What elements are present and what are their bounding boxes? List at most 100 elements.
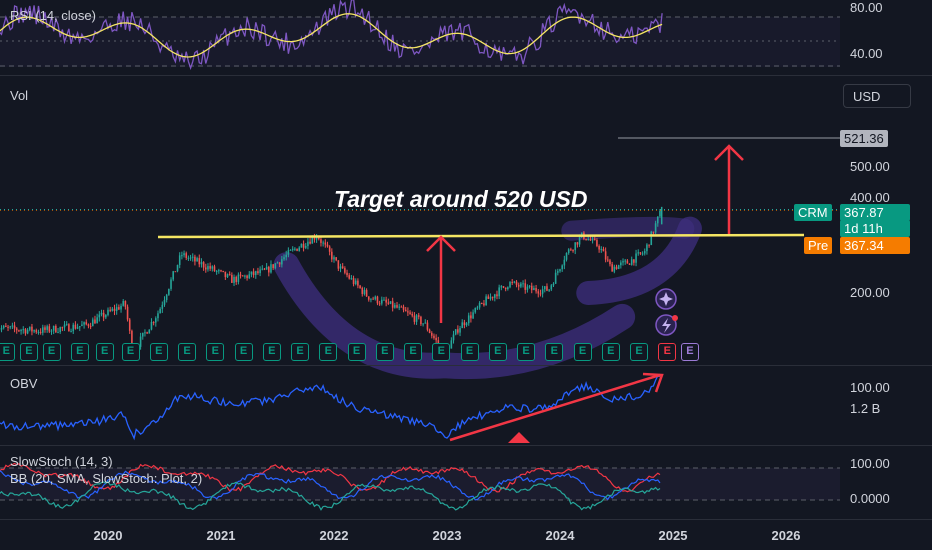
volume-legend[interactable]: Vol [10,88,29,103]
earnings-e-icon[interactable]: E [262,343,281,361]
candle-body [311,236,314,244]
earnings-e-icon[interactable]: E [680,343,699,361]
candle-body [109,309,111,311]
stoch-legend[interactable]: SlowStoch (14, 3) [10,454,113,469]
earnings-e-icon[interactable]: E [206,343,225,361]
candle-body [450,340,453,349]
currency-button[interactable]: USD [843,84,911,108]
candle-body [435,337,437,341]
earnings-e-icon[interactable]: E [19,343,38,361]
candle-body [596,240,598,247]
candle-body [96,317,98,324]
earnings-e-icon[interactable]: E [291,343,310,361]
candle-body [285,254,287,258]
candle-body [317,237,320,240]
candle-body [26,329,29,334]
sparkle-icon-shape [659,292,673,306]
candle-body [459,328,461,333]
candle-body [226,274,229,278]
candle-body [44,327,46,330]
candle-body [567,249,570,253]
earnings-e-icon[interactable]: E [375,343,394,361]
pane-separator[interactable] [0,445,932,446]
earnings-e-icon[interactable]: E [517,343,536,361]
candle-body [89,325,92,327]
earnings-e-icon[interactable]: E [347,343,366,361]
candle-body [600,248,603,250]
earnings-e-icon[interactable]: E [42,343,61,361]
candle-body [476,307,479,309]
candle-body [124,301,127,307]
earnings-e-icon[interactable]: E [573,343,592,361]
candle-body [131,330,133,351]
earnings-e-icon[interactable]: E [488,343,507,361]
candle-body [465,323,468,326]
candle-body [241,275,244,277]
year-tick-label: 2021 [206,528,236,543]
candle-body [452,334,455,341]
year-tick-label: 2023 [432,528,462,543]
bb-legend[interactable]: BB (20, SMA, SlowStoch: Plot, 2) [10,471,203,486]
candle-body [309,241,311,244]
candle-body [113,308,116,311]
pane-separator[interactable] [0,75,932,76]
candle-body [546,286,548,291]
bb-upper-line [0,462,661,493]
obv-legend[interactable]: OBV [10,376,38,391]
earnings-e-icon[interactable]: E [234,343,253,361]
candle-body [159,308,161,314]
candle-body [111,308,114,311]
candle-body [454,329,457,335]
candle-body [341,266,344,269]
pane-separator[interactable] [0,365,932,366]
candle-body [457,329,459,333]
earnings-e-icon[interactable]: E [319,343,338,361]
candle-body [376,296,379,304]
candle-body [218,270,220,272]
earnings-e-icon[interactable]: E [601,343,620,361]
rsi-legend[interactable]: RSI (14, close) [10,8,96,23]
candle-body [37,331,40,333]
pane-separator[interactable] [0,519,932,520]
candle-body [404,309,407,312]
earnings-e-icon[interactable]: E [178,343,197,361]
flash-icon-shape [662,318,671,333]
arrow-level-to-target-head [714,144,744,161]
earnings-e-icon[interactable]: E [95,343,114,361]
earnings-e-icon[interactable]: E [149,343,168,361]
obv-trend-arrow-head [642,372,664,393]
earnings-e-icon[interactable]: E [0,343,16,361]
candle-body [85,322,88,325]
candle-body [509,282,511,288]
candle-body [15,328,18,331]
candle-body [593,238,596,241]
earnings-e-icon[interactable]: E [460,343,479,361]
price-tick-label: 500.00 [850,159,890,175]
candle-body [415,315,418,322]
earnings-e-icon[interactable]: E [404,343,423,361]
candle-body [617,265,620,270]
candle-body [59,327,61,333]
candle-body [620,262,622,266]
earnings-e-icon[interactable]: E [545,343,564,361]
candle-body [498,287,500,297]
candle-body [265,266,268,270]
candle-body [502,286,505,288]
candle-body [387,302,390,304]
candle-body [656,216,659,224]
earnings-e-icon[interactable]: E [432,343,451,361]
candle-body [522,283,524,285]
earnings-e-icon[interactable]: E [630,343,649,361]
rsi-band [0,17,840,67]
earnings-e-icon[interactable]: E [121,343,140,361]
earnings-e-icon[interactable]: E [70,343,89,361]
candle-body [496,294,498,297]
candle-body [100,312,103,315]
candle-body [189,257,192,259]
candle-body [396,305,398,308]
candle-body [174,271,177,273]
candle-body [559,269,561,272]
candle-body [246,275,248,279]
earnings-e-icon[interactable]: E [658,343,677,361]
candle-body [5,325,7,327]
